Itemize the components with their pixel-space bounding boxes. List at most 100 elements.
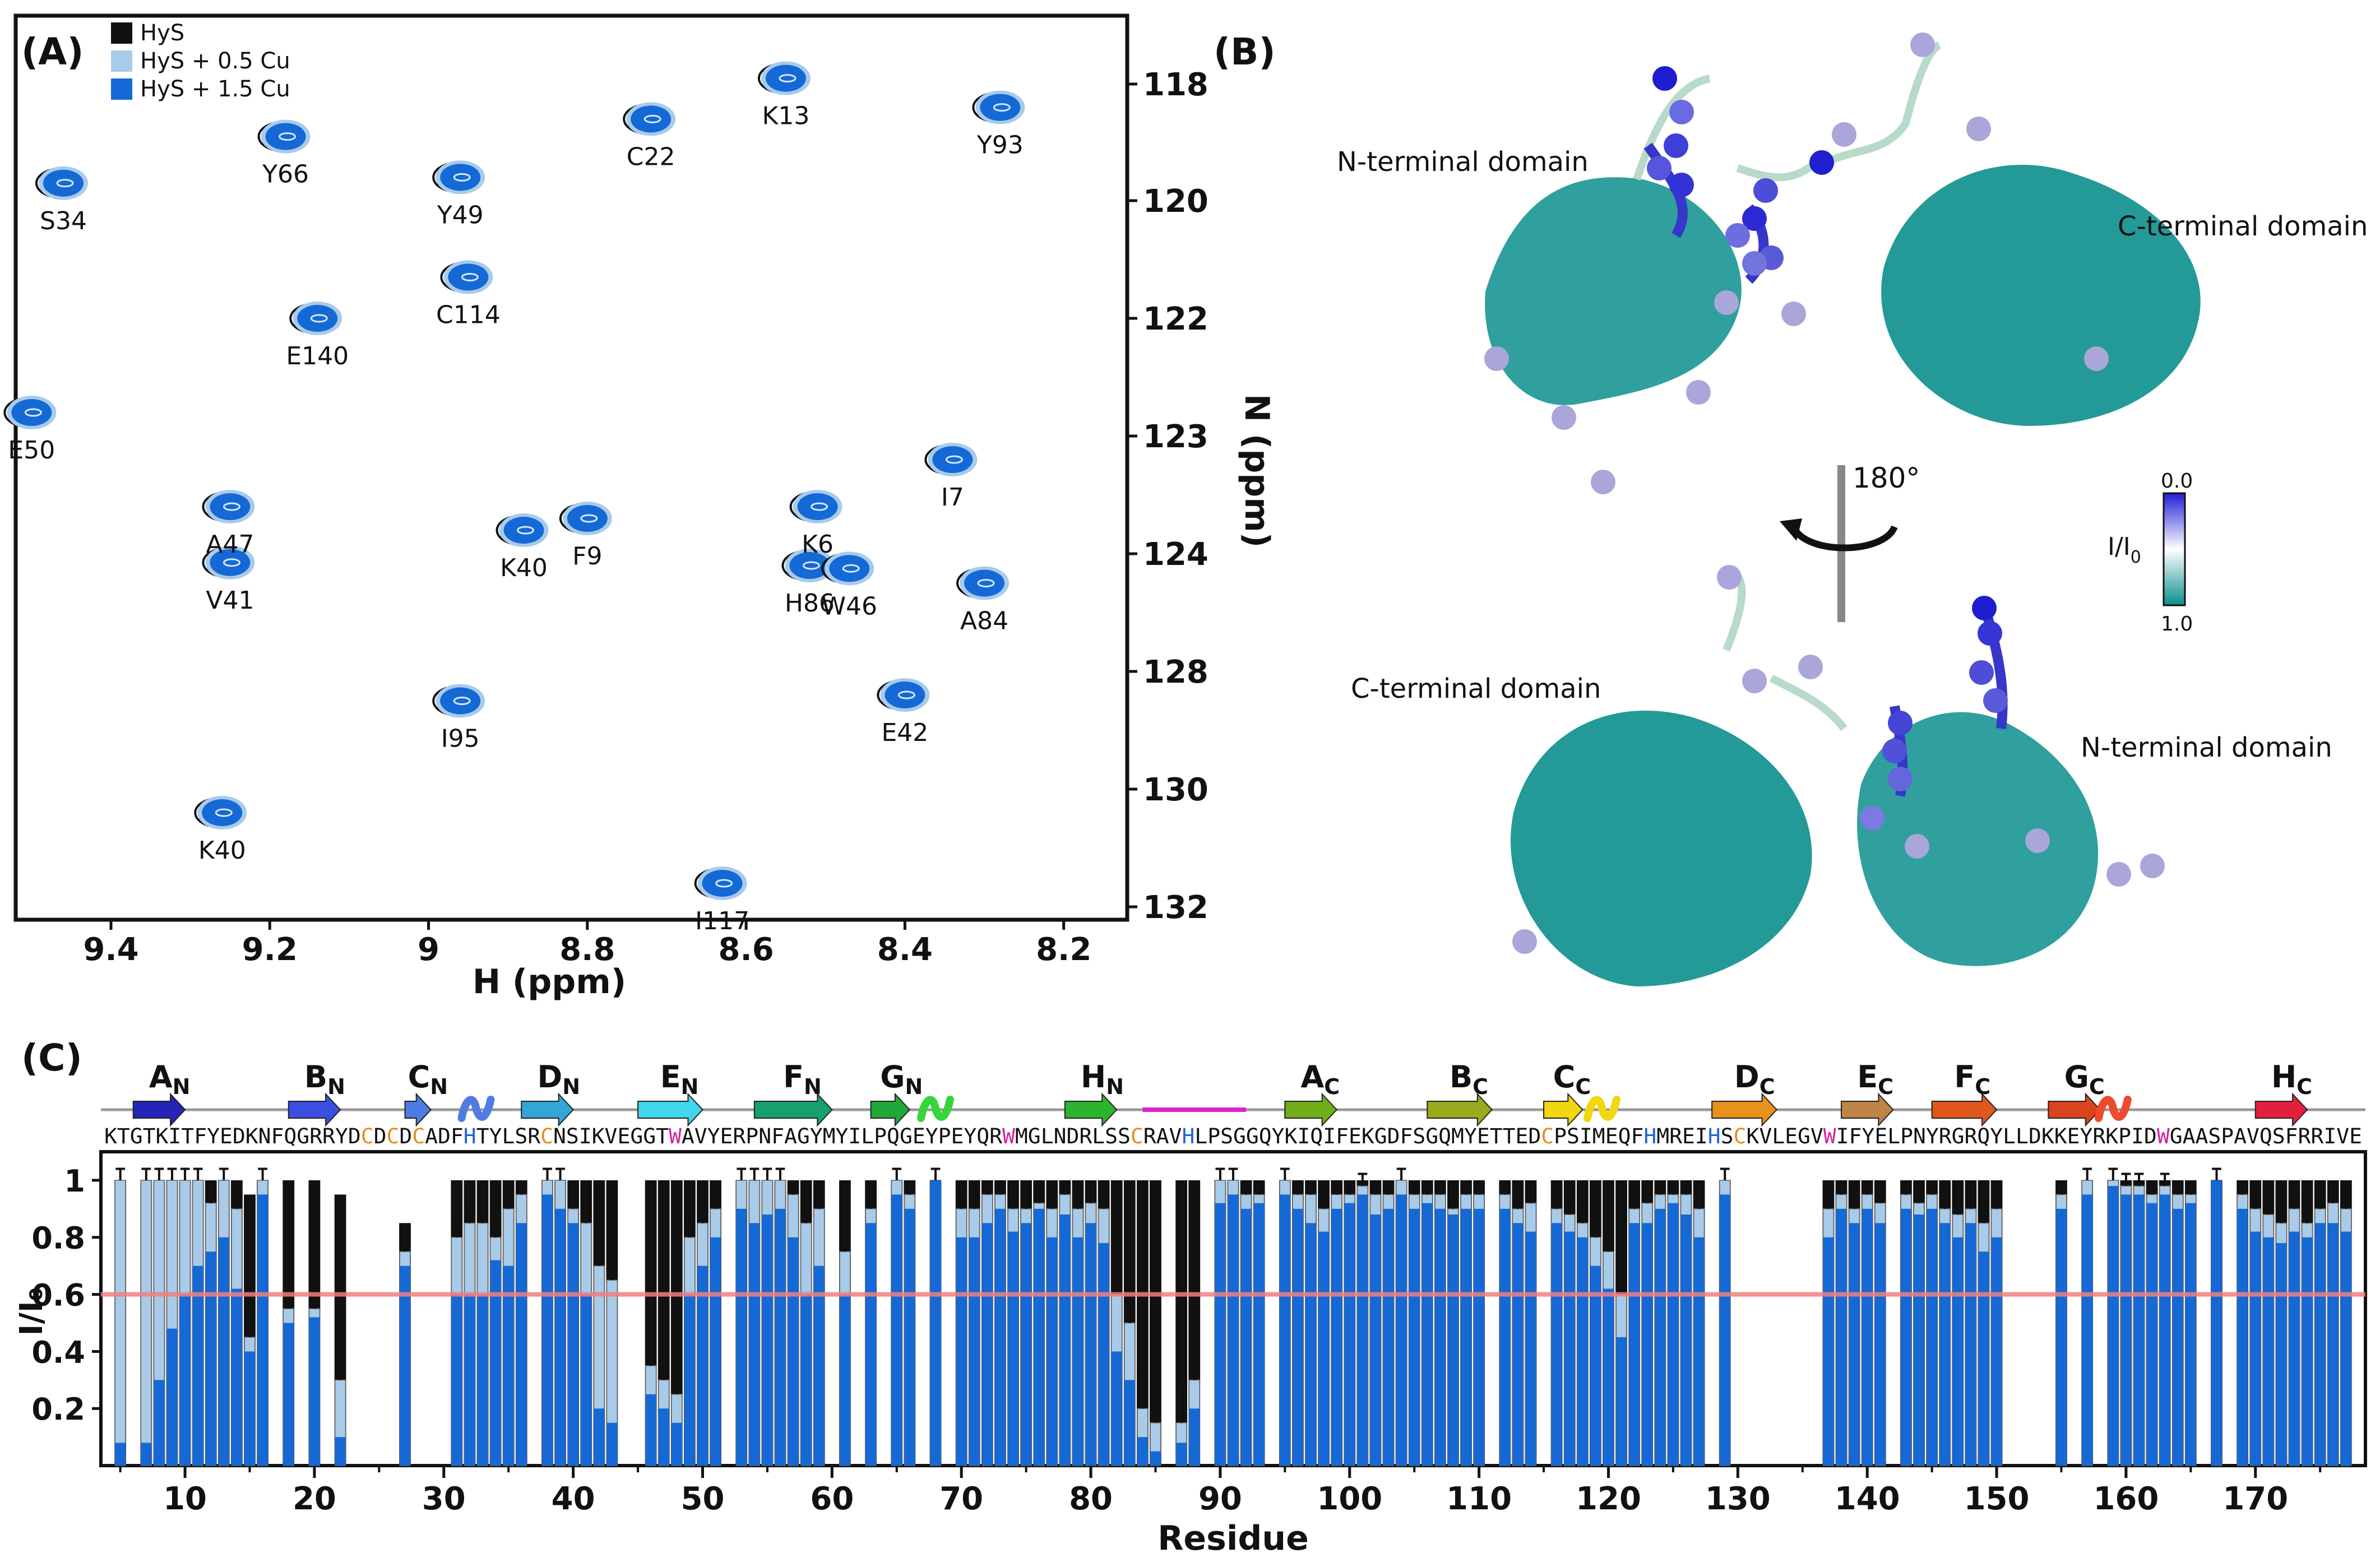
x-tick-label: 30 [422, 1481, 466, 1517]
bar-1-5-cu [981, 1223, 993, 1466]
residue-bar-group [1525, 1180, 1537, 1466]
bar-1-5-cu [1383, 1208, 1394, 1466]
residue-sphere [1983, 688, 2008, 713]
bar-1-5-cu [166, 1328, 178, 1466]
residue-bar-group [1292, 1180, 1304, 1466]
bar-1-5-cu [218, 1237, 229, 1466]
residue-bar-group [1318, 1180, 1330, 1466]
colorbar: 0.0 1.0 I/I0 [2108, 470, 2193, 636]
colorbar-title: I/I0 [2108, 532, 2141, 567]
bar-1-5-cu [244, 1351, 255, 1466]
bar-1-5-cu [956, 1237, 967, 1466]
peak-contour-center [453, 697, 471, 705]
residue-bar-group [645, 1180, 657, 1466]
peak-contour-1-5-cu [964, 569, 1005, 597]
bar-1-5-cu [1124, 1380, 1135, 1466]
residue-bar-group [1395, 1167, 1407, 1466]
peak-contour-center [24, 408, 42, 417]
residue-bar-group [283, 1180, 295, 1466]
bar-1-5-cu [257, 1194, 268, 1466]
residue-bar-group [1874, 1180, 1886, 1466]
residue-bar-group [541, 1167, 553, 1466]
residue-bar-group [502, 1180, 515, 1466]
residue-bar-group [334, 1194, 346, 1466]
residue-bar-group [865, 1180, 877, 1466]
residue-bar-group [1123, 1180, 1136, 1466]
nmr-peak [432, 160, 485, 194]
residue-bar-group [994, 1180, 1006, 1466]
peak-contour-1-5-cu [210, 549, 251, 576]
residue-bar-group [1926, 1180, 1938, 1466]
bar-1-5-cu [1008, 1231, 1018, 1466]
residue-bar-group [2301, 1180, 2313, 1466]
bar-1-5-cu [1952, 1237, 1964, 1466]
bar-1-5-cu [671, 1422, 682, 1466]
peak-label: V41 [206, 586, 254, 615]
n-terminal-label-top: N-terminal domain [1337, 146, 1589, 178]
bar-1-5-cu [788, 1237, 799, 1466]
residue-bar-group [1137, 1180, 1149, 1466]
bar-1-5-cu [1862, 1208, 1873, 1466]
residue-bar-group [2314, 1180, 2326, 1466]
peak-label: K13 [762, 102, 810, 131]
residue-bar-group [774, 1167, 786, 1466]
residue-bar-group [2159, 1172, 2171, 1466]
strand-arrow-shape [288, 1092, 341, 1127]
nmr-peak [3, 396, 57, 429]
nmr-peak [694, 866, 747, 900]
bar-1-5-cu [749, 1223, 760, 1466]
peak-contour-1-5-cu [567, 505, 608, 532]
residue-bar-group [217, 1167, 230, 1466]
nmr-peak [432, 684, 485, 718]
residue-sphere [1742, 251, 1767, 276]
residue-bar-group [2327, 1180, 2339, 1466]
residue-bar-group [1447, 1180, 1459, 1466]
residue-bar-group [1965, 1180, 1977, 1466]
residue-bar-group [2120, 1172, 2132, 1466]
residue-bar-group [1641, 1180, 1654, 1466]
residue-bar-group [1085, 1180, 1097, 1466]
panel-a: (A) Y66S34E140E50A47V41K40Y49C114C22K13Y… [3, 13, 1276, 1002]
residue-bar-group [904, 1180, 916, 1466]
residue-bar-group [1072, 1180, 1084, 1466]
nmr-peak [194, 796, 247, 829]
residue-sphere [1647, 156, 1671, 180]
strand-arrow-shape [1543, 1092, 1583, 1127]
rotation-arrowhead [1780, 518, 1802, 541]
residue-bar-group [567, 1180, 580, 1466]
residue-bar-group [710, 1180, 721, 1466]
rotation-label: 180° [1853, 462, 1920, 494]
bar-1-5-cu [1215, 1203, 1226, 1466]
strand-label: CN [408, 1059, 448, 1099]
residue-bar-group [968, 1180, 980, 1466]
residue-bar-group [1563, 1180, 1576, 1466]
bar-1-5-cu [1693, 1237, 1705, 1466]
bar-1-5-cu [1253, 1203, 1265, 1466]
strand-arrow-shape [1427, 1092, 1493, 1127]
bar-1-5-cu [1085, 1223, 1096, 1466]
bar-1-5-cu [1318, 1231, 1329, 1466]
bar-1-5-cu [2237, 1208, 2248, 1466]
residue-sphere [1882, 739, 1907, 763]
legend-swatch [111, 22, 132, 44]
strand-arrow: CN [404, 1059, 448, 1127]
x-tick-label: 10 [163, 1481, 207, 1517]
x-tick-label: 8.2 [1036, 931, 1091, 968]
bar-1-5-cu [568, 1223, 579, 1466]
residue-sphere [1591, 470, 1615, 494]
peak-label: C22 [627, 142, 675, 171]
residue-sphere [1686, 380, 1711, 405]
helix-squiggle [2094, 1096, 2132, 1122]
nmr-peaks [3, 61, 1025, 900]
bar-1-5-cu [800, 1294, 812, 1466]
bar-1-5-cu [1577, 1237, 1588, 1466]
bar-1-5-cu [891, 1194, 902, 1466]
x-tick-label: 120 [1576, 1481, 1641, 1517]
residue-bar-group [813, 1180, 825, 1466]
colorbar-bottom-label: 1.0 [2161, 613, 2193, 636]
x-tick-label: 8.4 [877, 931, 933, 968]
residue-bar-group [2081, 1167, 2094, 1466]
residue-bar-group [1175, 1180, 1188, 1466]
residue-bar-group [1059, 1180, 1071, 1466]
